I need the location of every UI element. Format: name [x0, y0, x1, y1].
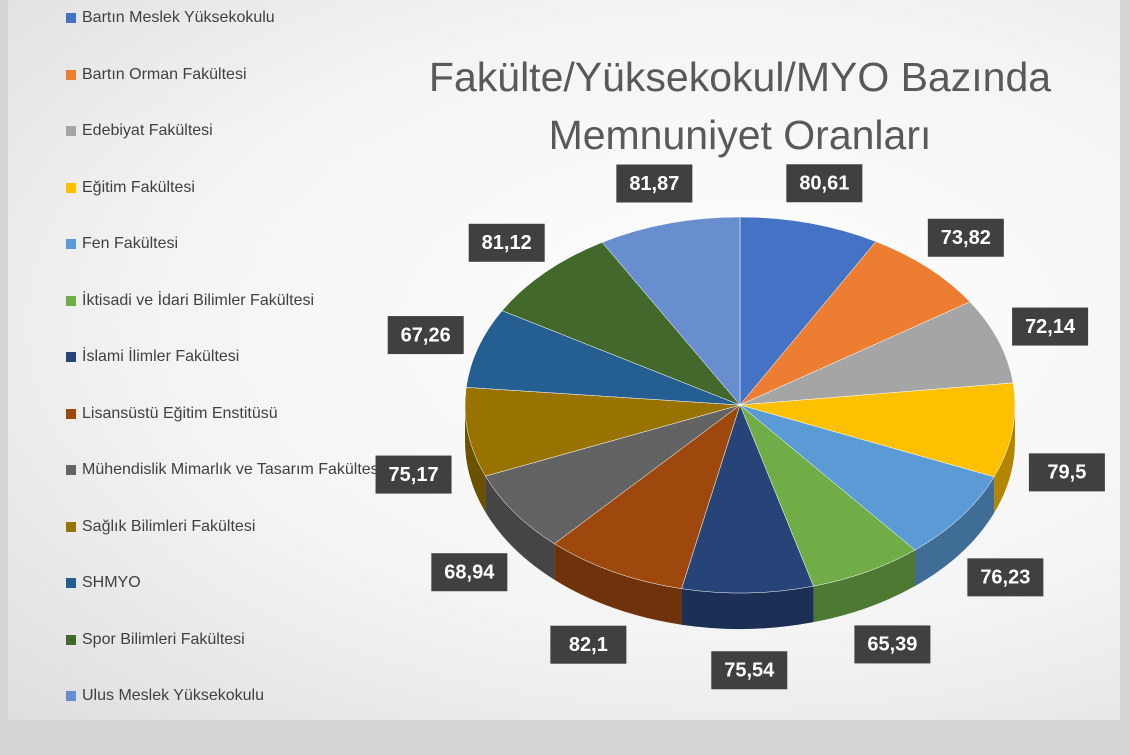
pie-slice [601, 216, 741, 406]
legend-swatch [66, 13, 76, 23]
data-label-box [927, 218, 1004, 257]
data-label: 75,54 [724, 660, 775, 682]
legend-label: Spor Bilimleri Fakültesi [82, 630, 245, 648]
legend-swatch [66, 521, 76, 532]
legend-item: Sağlık Bilimleri Fakültesi [66, 516, 392, 538]
legend-item: SHMYO [66, 572, 392, 594]
pie-slice [739, 382, 1016, 478]
legend-item: İslami İlimler Fakültesi [66, 346, 392, 368]
data-label: 72,14 [1025, 316, 1076, 338]
data-label-box [616, 164, 693, 203]
data-label-box [786, 164, 863, 203]
data-label: 65,39 [867, 634, 917, 656]
slice-side [914, 476, 995, 587]
data-label: 80,61 [799, 173, 849, 195]
legend-label: SHMYO [82, 574, 141, 591]
legend-item: Ulus Meslek Yüksekokulu [66, 685, 392, 707]
chart-title: Fakülte/Yüksekokul/MYO Bazında Memnuniye… [428, 54, 1052, 158]
legend-item: Spor Bilimleri Fakültesi [66, 629, 392, 651]
legend-label: Mühendislik Mimarlık ve Tasarım Fakültes… [82, 461, 383, 478]
data-label-box [967, 558, 1044, 597]
pie-slice [739, 241, 971, 406]
data-label-box [854, 625, 931, 664]
legend-label: Bartın Orman Fakültesi [82, 65, 247, 83]
legend-swatch [66, 239, 76, 249]
legend-swatch [66, 126, 76, 136]
data-label-box [1012, 307, 1089, 346]
pie-slice [553, 404, 741, 589]
pie-slice [739, 216, 877, 406]
legend-item: Eğitim Fakültesi [66, 177, 392, 199]
data-label: 81,12 [482, 232, 532, 254]
legend-label: Eğitim Fakültesi [82, 178, 195, 196]
legend-item: Fen Fakültesi [66, 233, 392, 255]
pie-slice [681, 404, 814, 594]
pie-slice [464, 387, 741, 477]
data-label-box [550, 625, 627, 664]
legend-swatch [66, 578, 76, 588]
legend-item: Lisansüstü Eğitim Enstitüsü [66, 403, 392, 425]
data-label: 67,26 [401, 324, 451, 346]
legend-label: İktisadi ve İdari Bilimler Fakültesi [82, 291, 315, 309]
data-label-box [468, 223, 545, 262]
slice-side [681, 586, 814, 630]
slice-side [554, 543, 682, 625]
data-label-box [1028, 453, 1105, 492]
legend-swatch [66, 634, 76, 645]
pie-slice [739, 404, 916, 587]
slice-side [994, 405, 1015, 513]
legend-item: İktisadi ve İdari Bilimler Fakültesi [66, 290, 392, 312]
pie-slice [465, 310, 741, 406]
slice-side [813, 550, 915, 623]
legend-swatch [66, 182, 76, 193]
data-label-box [711, 651, 788, 690]
legend-label: İslami İlimler Fakültesi [82, 348, 240, 365]
pie-slice [739, 301, 1014, 406]
data-label: 75,17 [389, 464, 439, 486]
data-label: 73,82 [941, 227, 991, 249]
pie-slice [739, 404, 995, 551]
data-label: 81,87 [629, 173, 679, 195]
legend-item: Bartın Meslek Yüksekokulu [66, 7, 392, 29]
data-label-box [431, 553, 508, 592]
pie-slice [501, 242, 741, 406]
legend-swatch [66, 408, 76, 419]
legend-swatch [66, 691, 76, 701]
legend-label: Fen Fakültesi [82, 235, 179, 252]
legend-label: Lisansüstü Eğitim Enstitüsü [82, 404, 278, 422]
legend-item: Edebiyat Fakültesi [66, 120, 392, 142]
data-label: 68,94 [444, 561, 495, 583]
legend-item: Bartın Orman Fakültesi [66, 64, 392, 86]
legend-item: Mühendislik Mimarlık ve Tasarım Fakültes… [66, 459, 392, 481]
legend-label: Edebiyat Fakültesi [82, 122, 213, 139]
legend-label: Bartın Meslek Yüksekokulu [82, 9, 275, 26]
legend-swatch [66, 352, 76, 362]
legend-swatch [66, 69, 76, 80]
data-label-box [387, 316, 464, 355]
pie-slice [485, 404, 741, 545]
data-label: 79,5 [1047, 462, 1086, 484]
legend-swatch [66, 295, 76, 306]
data-label-box [375, 455, 452, 494]
data-label: 76,23 [980, 567, 1030, 589]
legend-label: Sağlık Bilimleri Fakültesi [82, 517, 256, 535]
slice-side [465, 405, 486, 513]
legend-label: Ulus Meslek Yüksekokulu [82, 687, 265, 704]
legend-swatch [66, 465, 76, 475]
slice-side [485, 476, 555, 580]
data-label: 82,1 [569, 634, 608, 656]
